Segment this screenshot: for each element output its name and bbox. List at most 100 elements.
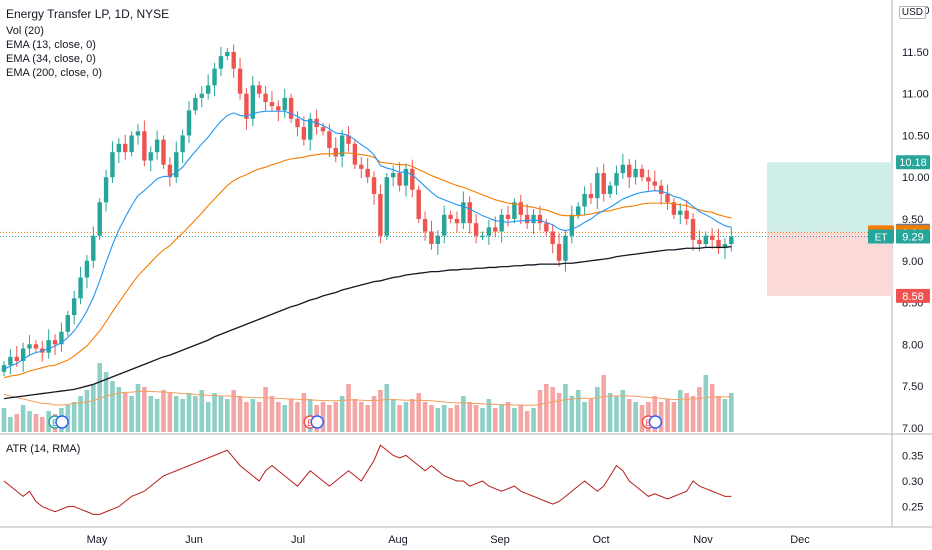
time-tick-label: Nov	[693, 534, 713, 546]
volume-bar	[122, 393, 128, 432]
volume-bar	[671, 402, 677, 432]
chart-title: Energy Transfer LP, 1D, NYSE	[6, 7, 170, 21]
volume-bar	[697, 387, 702, 432]
candle-body	[20, 348, 26, 361]
candle-body	[722, 244, 728, 249]
volume-bar	[390, 399, 396, 432]
candle-body	[308, 118, 313, 140]
volume-bar	[537, 390, 543, 432]
candle-body	[263, 93, 268, 103]
volume-bar	[684, 393, 689, 432]
legend-ema34: EMA (34, close, 0)	[6, 53, 96, 65]
volume-bar	[371, 396, 377, 432]
volume-bar	[473, 405, 479, 432]
volume-bar	[416, 393, 421, 432]
candle-body	[65, 315, 70, 332]
price-tick-label: 9.00	[902, 256, 923, 268]
candle-body	[665, 193, 670, 203]
candle-body	[544, 223, 549, 232]
candle-body	[646, 177, 651, 182]
volume-bar	[129, 396, 134, 432]
candle-body	[422, 219, 428, 232]
price-tick-label: 11.50	[902, 47, 929, 59]
volume-bar	[110, 381, 115, 432]
candle-body	[129, 135, 134, 153]
volume-bar	[301, 393, 307, 432]
candle-body	[448, 214, 453, 219]
atr-line	[3, 444, 732, 515]
candle-body	[512, 202, 517, 219]
candle-body	[595, 173, 600, 199]
ema34-line	[3, 152, 732, 379]
volume-bar	[531, 408, 536, 432]
candle-body	[493, 227, 498, 232]
volume-bar	[193, 396, 198, 432]
candle-body	[467, 202, 472, 224]
candle-body	[135, 131, 141, 136]
candle-body	[709, 235, 715, 240]
volume-bar	[729, 393, 734, 432]
volume-bar	[550, 387, 555, 432]
candle-body	[174, 152, 179, 178]
volume-bar	[563, 384, 568, 432]
candle-body	[697, 239, 702, 245]
candle-body	[359, 164, 364, 169]
candle-body	[537, 214, 543, 224]
volume-bar	[454, 405, 460, 432]
candle-body	[301, 127, 307, 140]
volume-bar	[607, 393, 613, 432]
volume-bar	[346, 384, 351, 432]
candle-body	[454, 219, 460, 224]
volume-bar	[595, 387, 600, 432]
candle-body	[684, 210, 689, 219]
volume-bar	[91, 384, 96, 432]
legend-vol: Vol (20)	[6, 25, 44, 37]
volume-bar	[148, 396, 154, 432]
volume-bar	[601, 375, 607, 432]
price-tick-label: 7.00	[902, 423, 923, 435]
candle-body	[588, 193, 594, 199]
currency-label[interactable]: USD	[898, 6, 926, 19]
volume-bar	[486, 399, 492, 432]
candle-body	[365, 168, 370, 178]
candle-body	[123, 143, 128, 153]
volume-bar	[218, 396, 224, 432]
candle-body	[1, 365, 7, 372]
candle-body	[480, 235, 485, 238]
candle-body	[633, 168, 638, 178]
volume-bar	[276, 402, 281, 432]
volume-bar	[365, 405, 370, 432]
profit-zone	[767, 162, 892, 233]
ema200-line	[3, 245, 732, 400]
candle-body	[154, 139, 160, 153]
candle-body	[416, 189, 421, 219]
volume-bar	[665, 399, 670, 432]
volume-bar	[524, 411, 530, 432]
volume-bar	[518, 405, 524, 432]
earnings-label: E	[307, 418, 313, 428]
candle-body	[110, 152, 115, 178]
candle-body	[716, 239, 721, 249]
volume-bar	[410, 399, 415, 432]
candle-body	[607, 185, 613, 194]
volume-bar	[639, 405, 645, 432]
legend-atr: ATR (14, RMA)	[6, 443, 81, 455]
candle-body	[91, 235, 96, 261]
candle-body	[550, 231, 555, 245]
candle-body	[59, 331, 64, 345]
price-label-text: 10.18	[899, 157, 927, 169]
candle-body	[378, 193, 383, 236]
volume-bar	[103, 372, 109, 432]
candle-body	[518, 202, 523, 215]
price-tick-label: 10.50	[902, 130, 930, 142]
legend-ema13: EMA (13, close, 0)	[6, 39, 96, 51]
candle-body	[282, 97, 287, 111]
price-label-9-29: 9.29 ET	[868, 229, 930, 244]
time-tick-label: Sep	[490, 534, 510, 546]
candle-body	[205, 85, 211, 94]
volume-bar	[709, 384, 715, 432]
volume-bar	[448, 408, 453, 432]
atr-tick-label: 0.30	[902, 476, 923, 488]
candle-body	[244, 93, 249, 119]
